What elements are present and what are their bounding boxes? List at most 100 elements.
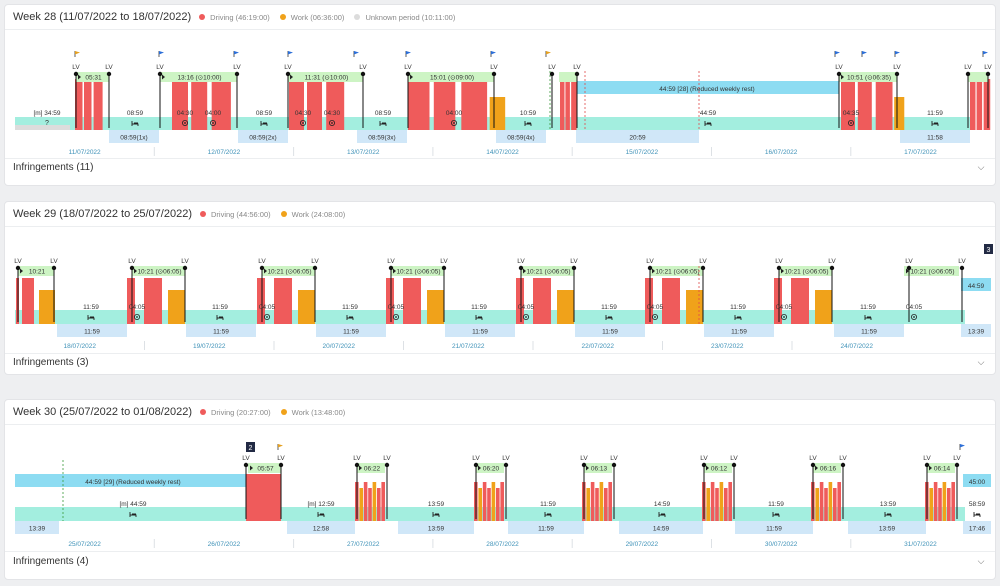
infringements-toggle[interactable]: Infringements (11) bbox=[13, 161, 94, 173]
duty-pill[interactable] bbox=[76, 72, 109, 82]
driving-bar[interactable] bbox=[274, 278, 292, 324]
driving-bar[interactable] bbox=[144, 278, 162, 324]
chevron-down-icon[interactable]: ⌵ bbox=[977, 162, 985, 172]
work-bar[interactable] bbox=[39, 290, 55, 324]
duty-pill[interactable] bbox=[584, 463, 612, 473]
work-bar[interactable] bbox=[168, 290, 185, 324]
driving-bar[interactable] bbox=[482, 482, 487, 521]
rest-box[interactable] bbox=[834, 324, 904, 337]
driving-bar[interactable] bbox=[377, 488, 381, 521]
rest-box[interactable] bbox=[357, 130, 407, 143]
rest-box[interactable] bbox=[575, 324, 645, 337]
work-bar[interactable] bbox=[929, 488, 933, 521]
weekly-rest[interactable] bbox=[963, 474, 991, 487]
unknown-period[interactable] bbox=[15, 125, 70, 130]
driving-bar[interactable] bbox=[560, 79, 565, 130]
driving-bar[interactable] bbox=[84, 79, 92, 130]
work-bar[interactable] bbox=[815, 290, 832, 324]
driving-bar[interactable] bbox=[172, 79, 188, 130]
driving-bar[interactable] bbox=[837, 482, 841, 521]
driving-bar[interactable] bbox=[774, 278, 782, 324]
driving-bar[interactable] bbox=[326, 79, 345, 130]
driving-bar[interactable] bbox=[433, 79, 456, 130]
rest-box[interactable] bbox=[735, 521, 813, 534]
driving-bar[interactable] bbox=[93, 79, 103, 130]
work-bar[interactable] bbox=[815, 488, 819, 521]
driving-bar[interactable] bbox=[933, 482, 938, 521]
rest-box[interactable] bbox=[900, 130, 970, 143]
rest-box[interactable] bbox=[445, 324, 515, 337]
duty-pill[interactable] bbox=[650, 266, 703, 276]
work-bar[interactable] bbox=[557, 290, 574, 324]
driving-bar[interactable] bbox=[791, 278, 809, 324]
driving-bar[interactable] bbox=[487, 488, 491, 521]
work-bar[interactable] bbox=[586, 488, 590, 521]
infringement-badge[interactable] bbox=[246, 442, 255, 452]
reduced-weekly-rest[interactable] bbox=[576, 81, 839, 94]
duty-pill[interactable] bbox=[904, 266, 959, 276]
reduced-weekly-rest[interactable] bbox=[15, 474, 247, 487]
driving-bar[interactable] bbox=[608, 482, 612, 521]
duty-pill[interactable] bbox=[288, 72, 363, 82]
infringement-badge[interactable] bbox=[984, 244, 993, 254]
duty-pill[interactable] bbox=[18, 266, 54, 276]
work-bar[interactable] bbox=[894, 97, 905, 130]
duty-pill[interactable] bbox=[391, 266, 444, 276]
rest-box[interactable] bbox=[186, 324, 256, 337]
infringements-toggle[interactable]: Infringements (3) bbox=[13, 356, 89, 368]
driving-bar[interactable] bbox=[403, 278, 421, 324]
driving-bar[interactable] bbox=[408, 79, 430, 130]
driving-bar[interactable] bbox=[595, 488, 599, 521]
chevron-down-icon[interactable]: ⌵ bbox=[977, 357, 985, 367]
driving-bar[interactable] bbox=[22, 278, 34, 324]
driving-bar[interactable] bbox=[516, 278, 524, 324]
rest-box[interactable] bbox=[961, 324, 991, 337]
driving-bar[interactable] bbox=[857, 79, 872, 130]
driving-bar[interactable] bbox=[645, 278, 653, 324]
driving-bar[interactable] bbox=[461, 79, 488, 130]
driving-bar[interactable] bbox=[947, 488, 951, 521]
duty-pill[interactable] bbox=[813, 463, 841, 473]
work-bar[interactable] bbox=[489, 97, 506, 130]
infringements-toggle[interactable]: Infringements (4) bbox=[13, 555, 89, 567]
driving-bar[interactable] bbox=[571, 79, 577, 130]
duty-pill[interactable] bbox=[160, 72, 237, 82]
driving-bar[interactable] bbox=[841, 79, 855, 130]
driving-bar[interactable] bbox=[75, 79, 83, 130]
duty-pill[interactable] bbox=[408, 72, 494, 82]
work-bar[interactable] bbox=[372, 482, 377, 521]
work-bar[interactable] bbox=[427, 290, 444, 324]
chevron-down-icon[interactable]: ⌵ bbox=[977, 556, 985, 566]
duty-pill[interactable] bbox=[559, 72, 577, 82]
rest-box[interactable] bbox=[109, 130, 159, 143]
driving-bar[interactable] bbox=[127, 278, 135, 324]
rest-box[interactable] bbox=[287, 521, 355, 534]
work-bar[interactable] bbox=[686, 290, 703, 324]
driving-bar[interactable] bbox=[368, 488, 372, 521]
work-bar[interactable] bbox=[599, 482, 604, 521]
rest-box[interactable] bbox=[619, 521, 703, 534]
driving-bar[interactable] bbox=[246, 474, 281, 521]
driving-bar[interactable] bbox=[565, 79, 570, 130]
driving-bar[interactable] bbox=[875, 79, 893, 130]
driving-bar[interactable] bbox=[307, 79, 322, 130]
rest-box[interactable] bbox=[704, 324, 774, 337]
duty-pill[interactable] bbox=[779, 266, 832, 276]
timeline-chart[interactable]: 44:59 [29] (Reduced weekly rest) 45:00 2 05… bbox=[5, 424, 996, 552]
driving-bar[interactable] bbox=[211, 79, 231, 130]
driving-bar[interactable] bbox=[289, 79, 304, 130]
duty-pill[interactable] bbox=[704, 463, 732, 473]
driving-bar[interactable] bbox=[970, 79, 976, 130]
timeline-chart[interactable]: 44:59 3 10:21 10:21 (⊙06:05) 10:21 (⊙06:05) 1… bbox=[5, 226, 996, 354]
timeline-chart[interactable]: [m] 34:59? 44:59 [28] (Reduced weekly res… bbox=[5, 29, 996, 159]
driving-bar[interactable] bbox=[824, 488, 828, 521]
duty-pill[interactable] bbox=[357, 463, 385, 473]
work-bar[interactable] bbox=[706, 488, 710, 521]
driving-bar[interactable] bbox=[724, 488, 728, 521]
duty-pill[interactable] bbox=[476, 463, 504, 473]
driving-bar[interactable] bbox=[819, 482, 824, 521]
rest-box[interactable] bbox=[576, 130, 699, 143]
rest-box[interactable] bbox=[15, 521, 59, 534]
rest-box[interactable] bbox=[316, 324, 386, 337]
duty-pill[interactable] bbox=[132, 266, 185, 276]
